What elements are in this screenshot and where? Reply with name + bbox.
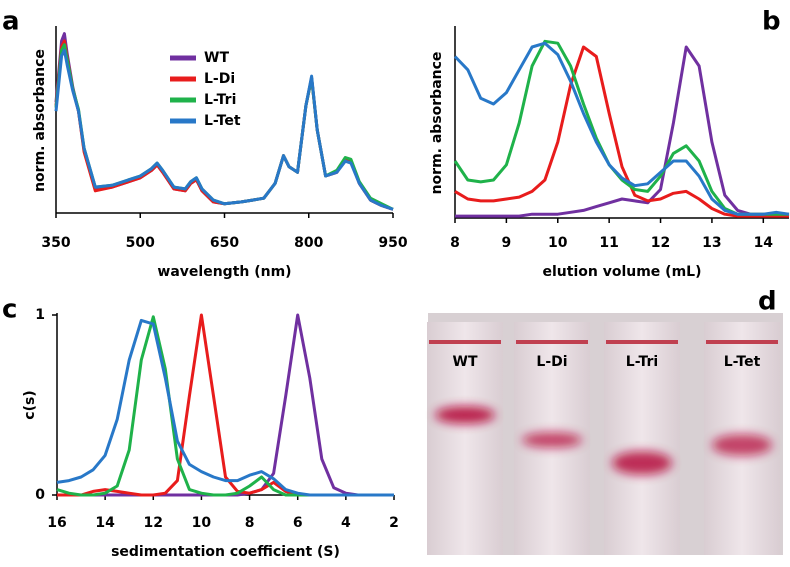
tube: [427, 322, 503, 555]
x-tick-label: 500: [126, 235, 155, 251]
lane-label: WT: [453, 354, 478, 370]
x-tick-label: 650: [210, 235, 239, 251]
x-tick-label: 12: [144, 515, 163, 531]
y-tick-label: 1: [35, 307, 45, 323]
x-tick-label: 16: [47, 515, 66, 531]
x-axis-label: elution volume (mL): [543, 264, 702, 280]
x-tick-label: 12: [651, 235, 670, 251]
lane-label: L-Tet: [724, 354, 761, 370]
x-tick-label: 9: [502, 235, 512, 251]
x-tick-label: 11: [599, 235, 618, 251]
panel-letter: b: [762, 7, 781, 37]
x-tick-label: 6: [293, 515, 303, 531]
x-tick-label: 8: [245, 515, 255, 531]
y-axis-label: norm. absorbance: [32, 49, 48, 192]
legend-label: WT: [204, 50, 229, 66]
lane-label: L-Tri: [626, 354, 658, 370]
tube: [604, 322, 680, 555]
tube-rim: [516, 340, 588, 344]
lane-label: L-Di: [536, 354, 567, 370]
series-line: [454, 45, 789, 218]
x-tick-label: 4: [341, 515, 351, 531]
series-line: [453, 39, 789, 216]
x-tick-label: 350: [41, 235, 70, 251]
series-line: [455, 45, 790, 218]
tube-rim: [606, 340, 678, 344]
x-axis-label: sedimentation coefficient (S): [111, 544, 340, 560]
x-tick-label: 10: [192, 515, 212, 531]
panel-letter: a: [2, 7, 20, 37]
pigment-band: [522, 432, 582, 448]
tube-rim: [429, 340, 501, 344]
x-tick-label: 14: [754, 235, 774, 251]
series-line: [56, 318, 394, 497]
legend-label: L-Di: [204, 71, 235, 87]
x-tick-label: 8: [450, 235, 460, 251]
legend-label: L-Tet: [204, 113, 241, 129]
y-axis-label: c(s): [22, 390, 38, 419]
gradient-photo: WT L-Di L-Tri L-Tet: [427, 313, 783, 555]
panel-letter: c: [2, 295, 17, 325]
x-tick-label: 13: [702, 235, 721, 251]
legend-label: L-Tri: [204, 92, 236, 108]
panel-letter: d: [758, 287, 777, 317]
pigment-band: [612, 451, 672, 475]
pigment-band: [435, 406, 495, 424]
tube-rim: [706, 340, 778, 344]
y-tick-label: 0: [35, 487, 45, 503]
series-line: [57, 313, 394, 497]
series-line: [453, 41, 790, 216]
x-tick-label: 950: [378, 235, 407, 251]
pigment-band: [712, 434, 772, 456]
x-tick-label: 800: [294, 235, 323, 251]
x-tick-label: 10: [548, 235, 568, 251]
x-tick-label: 2: [389, 515, 399, 531]
x-axis-label: wavelength (nm): [157, 264, 291, 280]
series-line: [54, 48, 394, 211]
x-tick-label: 14: [95, 515, 115, 531]
y-axis-label: norm. absorbance: [429, 52, 445, 195]
